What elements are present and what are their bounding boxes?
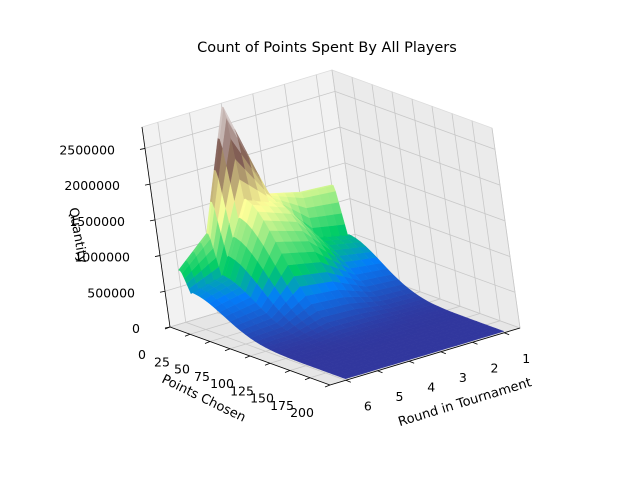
- y-tick: [440, 351, 446, 355]
- x-tick-label: 50: [174, 362, 190, 377]
- z-tick: [154, 255, 161, 257]
- x-tick: [204, 341, 211, 344]
- x-tick: [184, 333, 191, 337]
- z-tick-label: 0: [132, 321, 140, 336]
- z-axis-line: [141, 126, 171, 328]
- y-tick: [472, 341, 478, 345]
- y-tick-label: 3: [459, 370, 467, 385]
- y-tick-label: 4: [427, 379, 435, 394]
- x-tick: [324, 384, 331, 388]
- z-tick: [149, 219, 156, 222]
- x-tick: [244, 355, 251, 359]
- z-tick-label: 500000: [87, 285, 135, 300]
- z-tick: [144, 183, 151, 186]
- y-axis-line: [329, 327, 521, 386]
- x-tick: [224, 348, 231, 352]
- grid-z: [149, 126, 501, 186]
- z-tick: [159, 290, 166, 293]
- surface-facet: [178, 260, 188, 271]
- y-tick-label: 1: [522, 351, 530, 366]
- chart-title: Count of Points Spent By All Players: [197, 40, 457, 56]
- x-tick-label: 150: [250, 391, 274, 406]
- x-tick: [264, 362, 271, 366]
- z-tick-label: 1000000: [74, 250, 130, 265]
- x-tick-label: 125: [230, 383, 254, 398]
- y-tick: [504, 332, 510, 336]
- x-tick-label: 0: [138, 347, 146, 362]
- x-tick-label: 25: [154, 354, 170, 369]
- y-tick: [409, 360, 415, 364]
- z-tick: [139, 148, 146, 150]
- z-tick-label: 2500000: [59, 142, 115, 157]
- x-tick-label: 200: [290, 405, 314, 420]
- y-tick-label: 5: [396, 389, 404, 404]
- z-tick-label: 2000000: [64, 178, 120, 193]
- grid-z: [144, 90, 496, 150]
- y-tick-label: 2: [491, 360, 499, 375]
- x-tick-label: 100: [210, 376, 234, 391]
- y-tick: [377, 370, 383, 374]
- x-tick: [304, 377, 311, 381]
- x-tick-label: 75: [194, 369, 210, 384]
- surface: [178, 106, 505, 380]
- x-tick: [284, 370, 291, 373]
- y-tick: [345, 379, 351, 383]
- y-tick-label: 6: [364, 398, 372, 413]
- z-tick: [164, 326, 171, 329]
- z-tick-label: 1500000: [69, 214, 125, 229]
- x-tick-label: 175: [270, 398, 294, 413]
